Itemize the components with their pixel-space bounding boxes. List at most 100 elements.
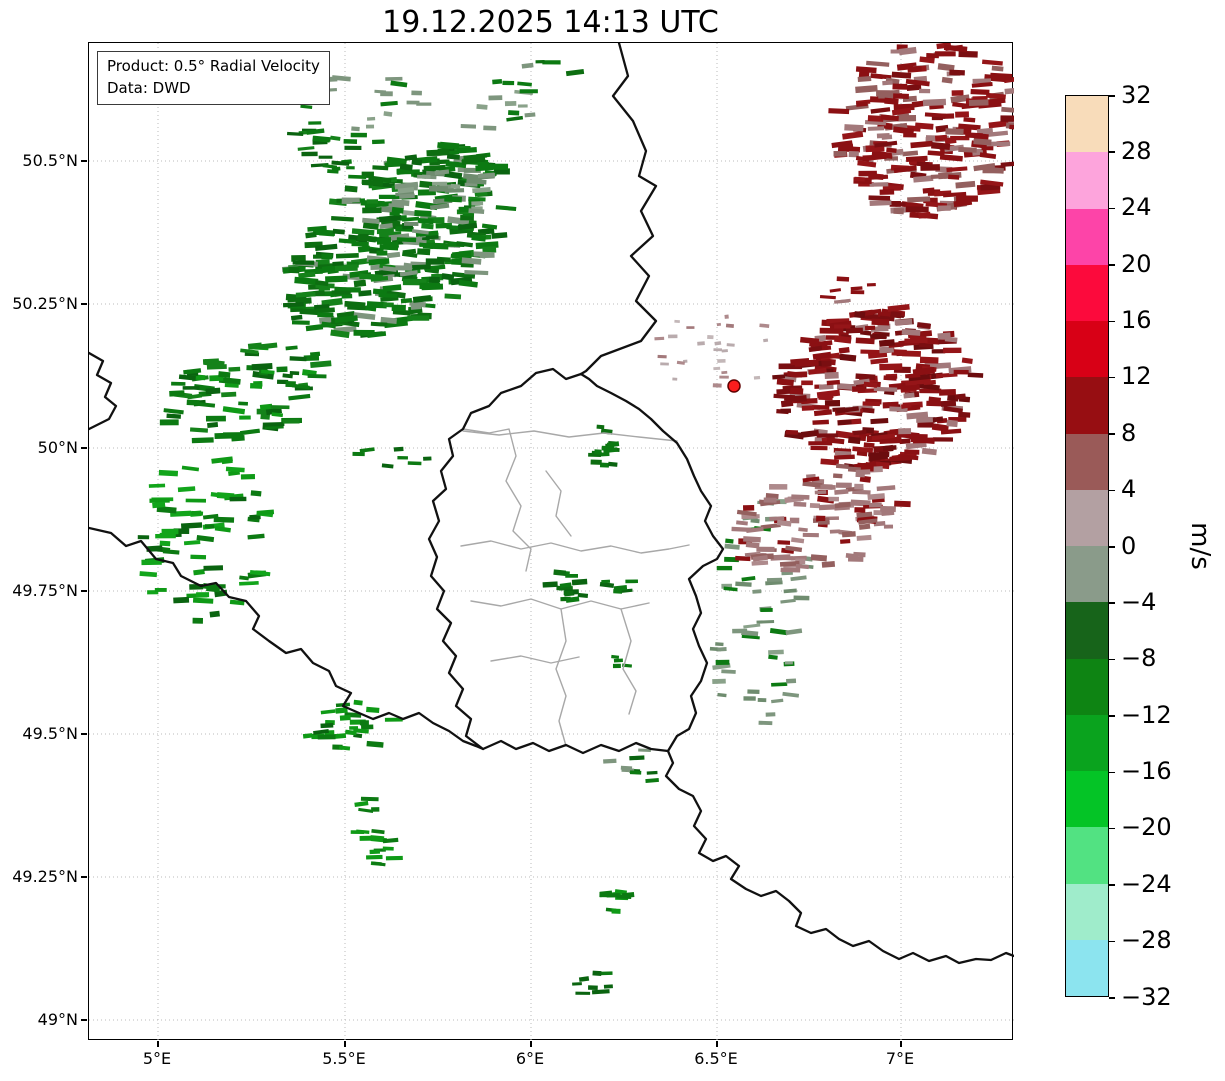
echo-east-mass	[935, 372, 958, 378]
echo-east-extension	[855, 473, 865, 478]
echo-nw-band	[341, 294, 353, 299]
y-axis-tick	[81, 160, 87, 162]
echo-east-gray-green	[768, 654, 778, 660]
echo-nw-band	[419, 242, 435, 249]
echo-nw-band-edge	[444, 195, 463, 203]
echo-ne-mass	[956, 195, 978, 202]
echo-east-extension	[869, 502, 882, 508]
echo-west-cluster	[310, 351, 321, 357]
echo-ne-mass	[944, 136, 957, 145]
echo-wsw-cluster	[210, 492, 231, 499]
echo-near-radar-speckles	[686, 326, 695, 329]
colorbar-gradient	[1066, 96, 1108, 996]
echo-east-extension	[769, 484, 788, 490]
echo-east-extension	[850, 499, 871, 507]
echo-sw-cluster	[366, 740, 384, 748]
echo-nw-band	[383, 302, 394, 308]
echo-ne-mass	[828, 108, 850, 115]
echo-east-mass	[878, 451, 890, 458]
echo-east-extension	[785, 545, 803, 553]
echo-lu-border-blob	[594, 449, 602, 455]
echo-nw-band	[305, 231, 317, 239]
echo-nw-band	[495, 205, 517, 212]
echo-wsw-cluster	[139, 571, 158, 578]
echo-east-extension	[742, 504, 755, 511]
y-axis-tick-label: 49.5°N	[22, 724, 78, 743]
echo-lu-central-blob	[553, 569, 567, 576]
echo-east-gray-green	[741, 575, 756, 582]
radar-map	[89, 43, 1014, 1041]
echo-nw-band	[366, 199, 379, 204]
colorbar-tick-label: −12	[1121, 700, 1172, 729]
echo-ne-mass	[950, 94, 970, 104]
echo-ne-mass	[982, 59, 1003, 66]
echo-east-mass	[861, 407, 875, 414]
echo-s-of-lu	[646, 770, 658, 775]
echo-center-tiny	[611, 654, 620, 659]
echo-east-extension	[760, 523, 781, 530]
echo-wsw-cluster	[161, 528, 179, 535]
echo-n-center-streaks	[488, 95, 503, 101]
echo-east-mass	[863, 442, 875, 449]
colorbar-unit-label: m/s	[1185, 522, 1215, 570]
echo-wsw-cluster	[162, 549, 180, 555]
echo-west-cluster	[285, 345, 298, 351]
echo-east-gray-green	[756, 619, 775, 624]
echo-east-gray-green	[793, 595, 810, 601]
echo-east-mass	[816, 433, 838, 438]
echo-wsw-cluster	[221, 457, 233, 465]
echo-nw-band	[368, 258, 390, 266]
echo-east-gray-green	[785, 628, 803, 636]
echo-nw-band	[376, 228, 394, 235]
echo-west-cluster	[289, 356, 307, 362]
echo-nw-band	[411, 158, 423, 166]
echo-east-extension	[859, 475, 871, 483]
echo-east-extension	[834, 489, 849, 495]
echo-ne-mass	[868, 195, 891, 201]
echo-lu-border-blob	[603, 447, 618, 454]
echo-west-cluster	[222, 406, 246, 415]
colorbar-tick-label: 20	[1121, 249, 1152, 278]
echo-near-radar-speckles	[668, 334, 678, 339]
echo-east-gray-green	[743, 696, 756, 701]
colorbar-tick-label: 4	[1121, 475, 1137, 504]
echo-ne-mass	[926, 53, 939, 59]
echo-n-center-streaks	[535, 60, 545, 64]
echo-nw-band	[318, 284, 330, 291]
district-border	[555, 608, 567, 747]
echo-east-mass	[940, 428, 962, 435]
echo-east-mass	[808, 345, 823, 353]
colorbar-tick	[1109, 489, 1115, 492]
country-border	[89, 351, 118, 431]
echo-east-extension	[735, 555, 751, 562]
echo-east-extension	[818, 520, 830, 525]
echo-east-extension	[791, 494, 810, 500]
echo-nw-band	[344, 300, 366, 309]
colorbar-tick	[1109, 207, 1115, 210]
echo-east-extension	[802, 476, 820, 483]
echo-s-bottom-streaks	[578, 976, 590, 982]
echo-east-mass	[890, 311, 902, 319]
echo-wsw-cluster	[203, 565, 224, 571]
echo-wsw-cluster	[196, 534, 215, 543]
echo-nw-band	[314, 243, 338, 252]
echo-near-radar-speckles	[712, 383, 722, 388]
echo-east-mass	[928, 396, 942, 403]
echo-wsw-cluster	[190, 554, 207, 560]
echo-n-center-streaks	[542, 60, 561, 65]
y-axis-tick-label: 49.75°N	[12, 581, 78, 600]
echo-nw-band	[315, 259, 330, 265]
page-title: 19.12.2025 14:13 UTC	[382, 5, 719, 40]
x-axis-tick-label: 5°E	[142, 1049, 172, 1068]
echo-near-radar-speckles	[707, 335, 714, 340]
echo-ne-bits	[836, 276, 850, 282]
echo-nw-band	[335, 253, 359, 259]
echo-ne-mass	[844, 124, 864, 132]
echo-near-radar-speckles	[676, 360, 685, 365]
colorbar-tick	[1109, 433, 1115, 435]
echo-s-bottom-streaks	[575, 991, 591, 995]
echo-sw-cluster	[339, 714, 351, 721]
colorbar-tick-label: 12	[1121, 362, 1152, 391]
echo-nw-band	[291, 255, 306, 262]
